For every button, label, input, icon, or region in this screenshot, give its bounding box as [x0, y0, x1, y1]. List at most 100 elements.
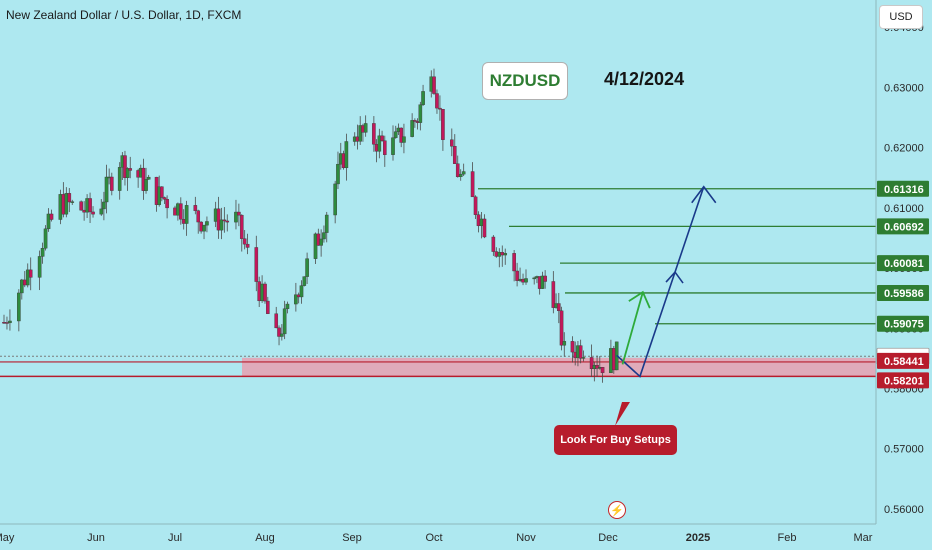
candle-body — [61, 194, 66, 215]
candle-body — [43, 228, 48, 249]
candle-body — [79, 201, 83, 211]
candle-body — [91, 211, 95, 215]
price-badge — [877, 315, 929, 332]
candle-body — [179, 203, 183, 220]
candle-body — [25, 269, 30, 286]
x-tick-label: Oct — [425, 532, 442, 544]
candle-body — [85, 198, 89, 213]
y-tick-label: 0.61000 — [884, 203, 924, 215]
candle-body — [117, 167, 122, 191]
candle-body — [125, 168, 130, 178]
candle-body — [450, 139, 454, 147]
price-badge-label: 0.60692 — [884, 221, 924, 233]
candle-body — [49, 213, 54, 220]
candle-body — [104, 176, 109, 203]
candle-body — [58, 194, 63, 220]
candle-body — [578, 345, 583, 359]
x-tick-label: Jul — [168, 532, 182, 544]
candle-body — [225, 220, 230, 223]
candle-body — [196, 210, 201, 223]
candle-body — [543, 275, 547, 282]
x-tick-label: Feb — [778, 532, 797, 544]
candle-body — [184, 205, 189, 224]
callout-pointer — [615, 402, 630, 426]
y-tick-label: 0.56000 — [884, 504, 924, 516]
candle-body — [254, 247, 259, 282]
candle-body — [160, 186, 164, 198]
candle-body — [280, 333, 284, 337]
candle-body — [219, 219, 224, 231]
candle-body — [128, 168, 133, 171]
candle-body — [452, 145, 457, 164]
support-zone — [242, 357, 876, 377]
candle-body — [410, 120, 414, 137]
candle-body — [518, 278, 522, 281]
candle-body — [557, 303, 561, 312]
x-tick-label: Jun — [87, 532, 105, 544]
candle-body — [324, 214, 329, 233]
price-badge — [877, 218, 929, 235]
price-badge — [877, 352, 929, 369]
candle-body — [521, 278, 525, 283]
candle-body — [473, 196, 478, 215]
candle-body — [413, 120, 417, 122]
candle-body — [144, 179, 148, 191]
price-badge — [877, 284, 929, 301]
candle-body — [282, 308, 287, 335]
candle-body — [435, 93, 439, 109]
candle-body — [589, 357, 594, 370]
candle-body — [5, 322, 9, 324]
candle-body — [372, 123, 376, 145]
candle-body — [205, 221, 209, 226]
candle-body — [581, 357, 586, 359]
candle-body — [500, 252, 505, 256]
candle-body — [88, 198, 92, 213]
candle-body — [441, 109, 445, 140]
price-badge-label: 0.59075 — [884, 319, 924, 331]
candle-body — [540, 275, 545, 289]
green-projection-path — [621, 291, 644, 365]
currency-button[interactable]: USD — [879, 5, 923, 29]
candle-body — [393, 131, 398, 138]
candle-body — [380, 135, 384, 141]
candle-body — [82, 209, 86, 213]
x-tick-label: Dec — [598, 532, 618, 544]
support-zone-layer — [0, 355, 876, 378]
y-tick-label: 0.57000 — [884, 444, 924, 456]
candle-body — [28, 269, 33, 278]
price-badges: 0.613160.606920.600810.595860.590750.585… — [876, 180, 930, 389]
date-label: 4/12/2024 — [604, 69, 685, 89]
candle-body — [274, 313, 279, 329]
candle-body — [40, 248, 45, 257]
candle-body — [313, 233, 318, 259]
lightning-icon[interactable]: ⚡ — [608, 501, 626, 519]
candle-body — [102, 201, 106, 210]
time-axis[interactable]: May Jun Jul Aug Sep Oct Nov Dec 2025 Feb Mar — [0, 532, 873, 544]
candle-body — [551, 281, 556, 308]
price-badge-label: 0.58201 — [884, 375, 924, 387]
candle-body — [562, 341, 567, 346]
candle-body — [277, 327, 281, 337]
candle-body — [559, 310, 564, 346]
candle-body — [319, 238, 323, 246]
blue-mid-chevron — [665, 270, 684, 284]
candle-body — [358, 125, 363, 142]
x-tick-label: May — [0, 532, 15, 544]
candle-body — [237, 211, 241, 216]
projection-paths-layer — [616, 185, 717, 378]
x-tick-label: Nov — [516, 532, 536, 544]
x-tick-label: Aug — [255, 532, 275, 544]
candle-body — [193, 205, 198, 211]
candle-body — [322, 232, 326, 240]
candle-body — [242, 238, 247, 245]
candle-body — [46, 213, 51, 230]
candle-body — [17, 292, 21, 322]
x-tick-label: Mar — [854, 532, 873, 544]
candle-body — [20, 279, 24, 294]
price-badge-label: 0.58441 — [884, 356, 924, 368]
candle-body — [479, 218, 484, 227]
blue-projection-path — [616, 186, 705, 378]
candle-body — [64, 193, 69, 215]
candle-body — [123, 155, 127, 178]
